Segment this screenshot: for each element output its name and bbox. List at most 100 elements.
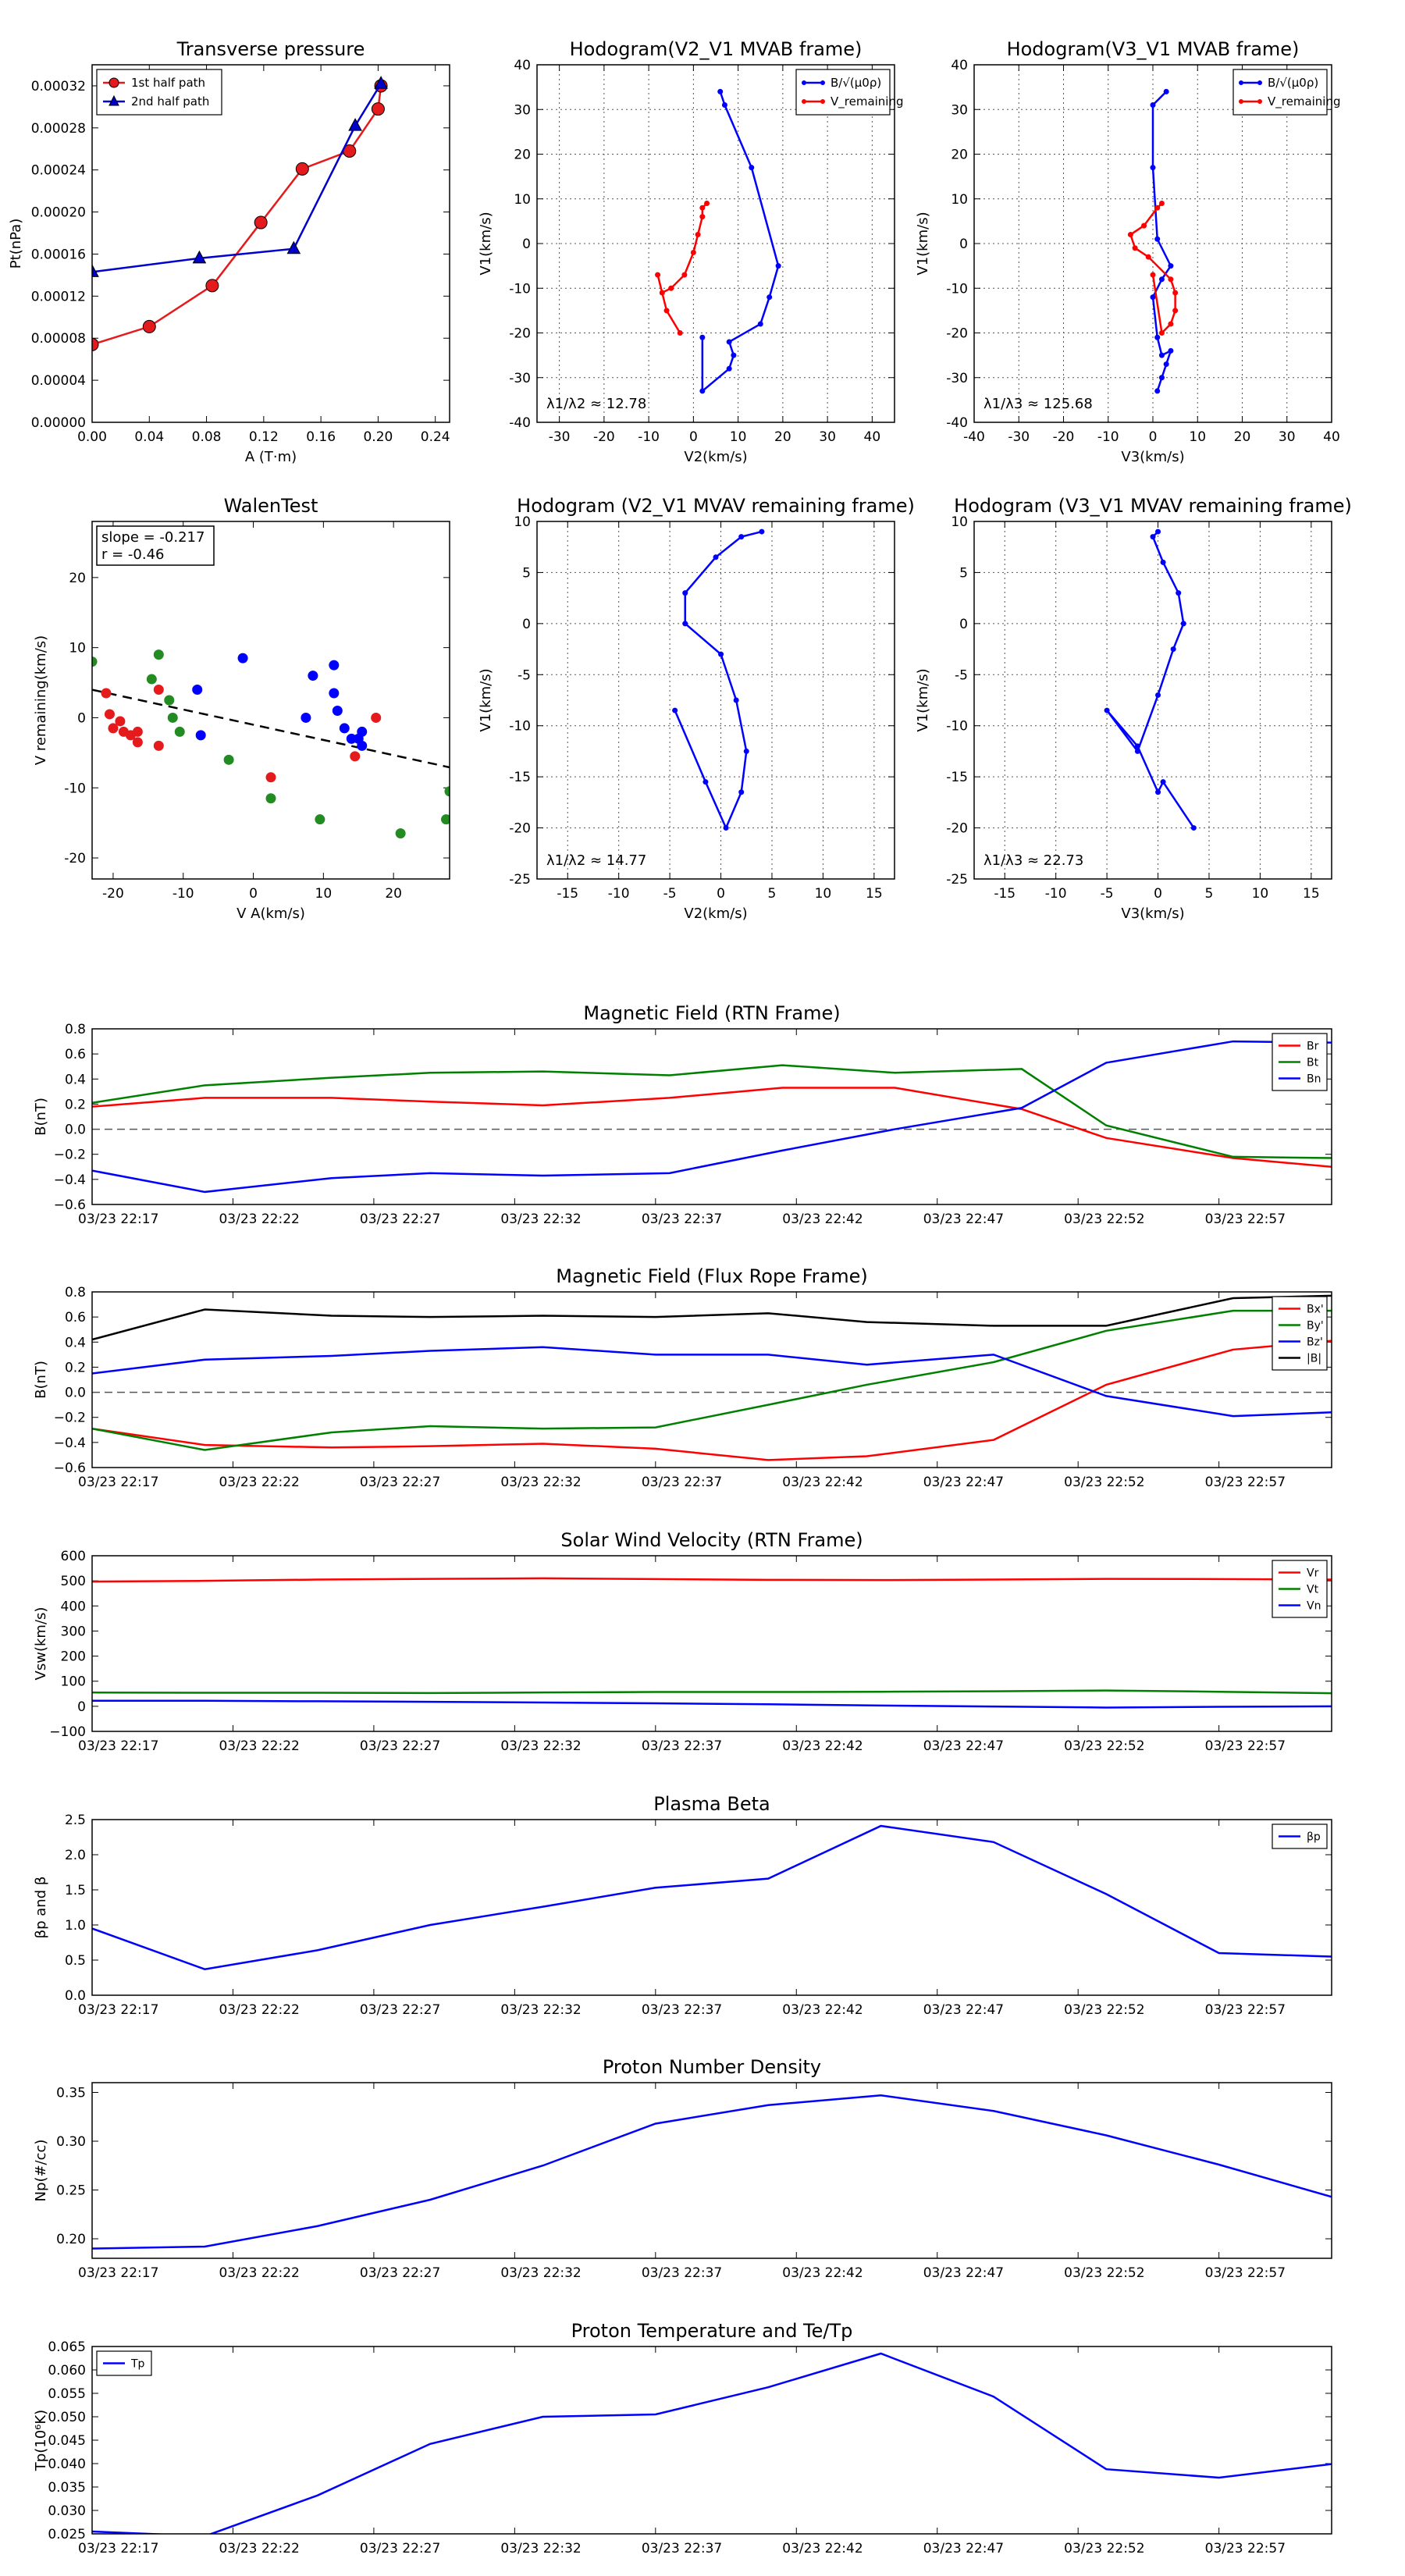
transverse-pressure-point bbox=[371, 102, 385, 116]
hodogram-v2-v1-mvab-point bbox=[663, 308, 670, 314]
walen-test-frame bbox=[91, 521, 450, 880]
hodogram-v3-v1-mvab-point bbox=[1154, 205, 1161, 211]
mag-rtn-xtick-label: 03/23 22:52 bbox=[1064, 1212, 1144, 1227]
walen-test-point bbox=[346, 733, 357, 744]
hodogram-v2-v1-mvav-xtick-label: -15 bbox=[557, 886, 578, 902]
hodogram-v3-v1-mvab-point bbox=[1168, 321, 1174, 327]
transverse-pressure-xtick-label: 0.24 bbox=[421, 429, 450, 445]
walen-test-xtick-label: -20 bbox=[102, 886, 124, 902]
hodogram-v2-v1-mvav-ytick-label: -15 bbox=[509, 770, 531, 785]
hodogram-v2-v1-mvab-legend-marker bbox=[820, 99, 825, 104]
solar-wind-velocity-ytick-label: 600 bbox=[61, 1549, 86, 1564]
walen-test-point bbox=[350, 751, 361, 762]
hodogram-v3-v1-mvab-xlabel: V3(km/s) bbox=[1121, 449, 1184, 465]
hodogram-v3-v1-mvab-xtick-label: 20 bbox=[1234, 429, 1251, 445]
plasma-beta-plot-area bbox=[92, 1824, 1332, 1970]
solar-wind-velocity-xtick-label: 03/23 22:52 bbox=[1064, 1738, 1144, 1754]
hodogram-v2-v1-mvab-ytick-label: 10 bbox=[514, 192, 531, 208]
hodogram-v2-v1-mvav-xtick-label: -5 bbox=[663, 886, 677, 902]
hodogram-v3-v1-mvab-point bbox=[1127, 232, 1133, 238]
mag-fluxrope-panel: Magnetic Field (Flux Rope Frame) 03/23 22… bbox=[33, 1265, 1332, 1490]
hodogram-v3-v1-mvab-title: Hodogram(V3_V1 MVAB frame) bbox=[1007, 38, 1300, 60]
plasma-beta-xtick-label: 03/23 22:22 bbox=[219, 2002, 299, 2018]
hodogram-v3-v1-mvav-xtick-label: 15 bbox=[1303, 886, 1320, 902]
mag-fluxrope-xtick-label: 03/23 22:52 bbox=[1064, 1475, 1144, 1490]
plasma-beta-legend-label: βp bbox=[1307, 1831, 1321, 1844]
proton-temperature-xtick-label: 03/23 22:47 bbox=[923, 2541, 1004, 2556]
plasma-beta-ytick-label: 0.0 bbox=[65, 1988, 86, 2004]
solar-wind-velocity-ytick-label: 300 bbox=[61, 1624, 86, 1639]
hodogram-v2-v1-mvab-xtick-label: 0 bbox=[689, 429, 698, 445]
hodogram-v3-v1-mvav-point bbox=[1134, 743, 1140, 749]
transverse-pressure-point bbox=[254, 215, 268, 229]
hodogram-v2-v1-mvab-point bbox=[699, 388, 706, 394]
hodogram-v2-v1-mvav-annotation: λ1/λ2 ≈ 14.77 bbox=[546, 852, 646, 869]
mag-rtn-ytick-label: 0.4 bbox=[65, 1072, 86, 1087]
proton-temperature-ytick-label: 0.030 bbox=[48, 2503, 86, 2519]
mag-rtn-xtick-label: 03/23 22:47 bbox=[923, 1212, 1004, 1227]
hodogram-v2-v1-mvab-title: Hodogram(V2_V1 MVAB frame) bbox=[570, 38, 863, 60]
hodogram-v3-v1-mvav-xtick-label: -10 bbox=[1045, 886, 1067, 902]
proton-density-xtick-label: 03/23 22:22 bbox=[219, 2265, 299, 2281]
proton-density-panel: Proton Number Density 03/23 22:17 03/23 22… bbox=[33, 2056, 1332, 2281]
hodogram-v3-v1-mvab-point bbox=[1154, 388, 1161, 394]
solar-wind-velocity-xtick-label: 03/23 22:17 bbox=[78, 1738, 158, 1754]
proton-density-frame bbox=[91, 2082, 1332, 2259]
hodogram-v3-v1-mvab-legend-marker bbox=[1239, 80, 1243, 85]
hodogram-v3-v1-mvab-point bbox=[1154, 236, 1161, 242]
mag-fluxrope-legend-label: Bx' bbox=[1307, 1304, 1324, 1316]
hodogram-v3-v1-mvab-frame bbox=[973, 64, 1332, 423]
transverse-pressure-point bbox=[374, 76, 388, 89]
mag-fluxrope-legend-label: By' bbox=[1307, 1320, 1324, 1332]
mag-fluxrope-legend: Bx' By' Bz' |B| bbox=[1272, 1296, 1328, 1371]
mag-fluxrope-xtick-label: 03/23 22:22 bbox=[219, 1475, 299, 1490]
hodogram-v3-v1-mvab-point bbox=[1132, 245, 1138, 251]
transverse-pressure-ytick-label: 0.00012 bbox=[31, 289, 86, 304]
hodogram-v3-v1-mvab-legend-box bbox=[1232, 69, 1328, 116]
transverse-pressure-xtick-label: 0.20 bbox=[363, 429, 393, 445]
plasma-beta-xtick-label: 03/23 22:42 bbox=[782, 2002, 863, 2018]
mag-rtn-xtick-label: 03/23 22:27 bbox=[360, 1212, 440, 1227]
hodogram-v2-v1-mvab-annotation: λ1/λ2 ≈ 12.78 bbox=[546, 396, 646, 412]
hodogram-v2-v1-mvab-xtick-label: 40 bbox=[864, 429, 881, 445]
hodogram-v3-v1-mvab-xtick-label: 30 bbox=[1279, 429, 1296, 445]
hodogram-v3-v1-mvab-point bbox=[1168, 276, 1174, 283]
plasma-beta-panel: Plasma Beta 03/23 22:17 03/23 22:22 03/23 2… bbox=[33, 1793, 1332, 2018]
transverse-pressure-point bbox=[142, 319, 156, 333]
hodogram-v2-v1-mvab-xtick-label: 30 bbox=[819, 429, 836, 445]
hodogram-v3-v1-mvav-xtick-label: -15 bbox=[994, 886, 1016, 902]
hodogram-v3-v1-mvav-xtick-label: 10 bbox=[1252, 886, 1269, 902]
transverse-pressure-point bbox=[295, 162, 309, 176]
hodogram-v3-v1-mvab-xtick-label: 40 bbox=[1323, 429, 1340, 445]
proton-density-xtick-label: 03/23 22:52 bbox=[1064, 2265, 1144, 2281]
solar-wind-velocity-ytick-label: 500 bbox=[61, 1574, 86, 1589]
walen-test-stats-line: slope = -0.217 bbox=[101, 529, 205, 546]
hodogram-v3-v1-mvab-legend-marker bbox=[1239, 99, 1243, 104]
proton-temperature-xtick-label: 03/23 22:37 bbox=[642, 2541, 722, 2556]
plasma-beta-xtick-label: 03/23 22:17 bbox=[78, 2002, 158, 2018]
walen-test-point bbox=[146, 674, 157, 685]
hodogram-v2-v1-mvab-point bbox=[721, 102, 727, 109]
proton-temperature-title: Proton Temperature and Te/Tp bbox=[571, 2320, 853, 2342]
hodogram-v3-v1-mvab-xtick-label: -30 bbox=[1008, 429, 1030, 445]
proton-temperature-legend-label: Tp bbox=[130, 2358, 145, 2371]
mag-rtn-title: Magnetic Field (RTN Frame) bbox=[583, 1002, 840, 1024]
walen-test-ytick-label: 20 bbox=[69, 571, 86, 586]
walen-test-point bbox=[395, 828, 406, 839]
hodogram-v3-v1-mvav-ytick-label: -25 bbox=[946, 872, 968, 888]
mag-fluxrope-ytick-label: 0.0 bbox=[65, 1386, 86, 1401]
hodogram-v2-v1-mvav-xtick-label: 5 bbox=[768, 886, 777, 902]
hodogram-v2-v1-mvab-point bbox=[681, 272, 688, 278]
hodogram-v3-v1-mvab-point bbox=[1150, 272, 1156, 278]
hodogram-v3-v1-mvab-point bbox=[1150, 294, 1156, 301]
hodogram-v2-v1-mvab-ytick-label: -20 bbox=[509, 326, 531, 342]
plasma-beta-xtick-label: 03/23 22:57 bbox=[1205, 2002, 1286, 2018]
hodogram-v2-v1-mvav-xtick-label: 10 bbox=[815, 886, 832, 902]
proton-temperature-xtick-label: 03/23 22:17 bbox=[78, 2541, 158, 2556]
hodogram-v3-v1-mvav-point bbox=[1190, 825, 1197, 831]
hodogram-v2-v1-mvab-series-line-1 bbox=[656, 202, 708, 334]
walen-test-point bbox=[315, 814, 325, 825]
hodogram-v2-v1-mvav-title: Hodogram (V2_V1 MVAV remaining frame) bbox=[517, 495, 915, 517]
hodogram-v3-v1-mvav-xtick-label: -5 bbox=[1101, 886, 1114, 902]
hodogram-v3-v1-mvav-point bbox=[1155, 528, 1161, 535]
